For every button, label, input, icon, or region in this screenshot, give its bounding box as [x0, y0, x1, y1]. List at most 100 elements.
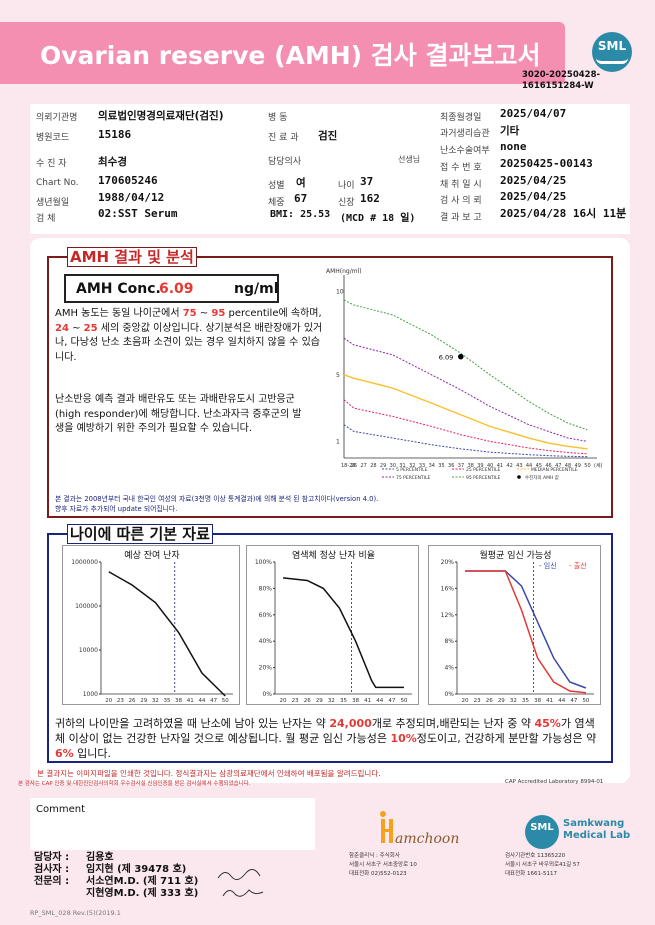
x-tick-label: 29	[498, 698, 505, 704]
y-tick-label: 1000	[83, 691, 98, 698]
x-tick-label: 23	[117, 698, 124, 704]
ovarian-response-text: 난소반응 예측 결과 배란유도 또는 과배란유도시 고반응군 (high res…	[55, 394, 302, 434]
age-basic-data-section: 나이에 따른 기본 자료	[47, 524, 613, 763]
x-tick-label: 32	[510, 698, 517, 704]
x-tick-label: 23	[292, 698, 299, 704]
x-tick-label: 20	[280, 698, 287, 704]
x-tick-label: 44	[198, 698, 205, 704]
dept-label: 진 료 과	[268, 133, 299, 143]
y-tick-label: 100000	[75, 603, 98, 610]
x-tick-label: 29	[380, 463, 386, 469]
x-tick-label: 38	[534, 698, 541, 704]
x-tick-label: 20	[105, 698, 112, 704]
x-tick-label: 28	[370, 463, 376, 469]
x-tick-label: 49	[575, 463, 581, 469]
x-tick-label: 44	[558, 698, 565, 704]
series-line	[465, 570, 587, 689]
chart-title: 월평균 임신 가능성	[480, 549, 552, 561]
x-tick-label: 29	[316, 698, 323, 704]
age-summary-text: 귀하의 나이만을 고려하였을 때 난소에 남아 있는 난자는 약 24,000개…	[55, 717, 597, 760]
amh-interpretation: AMH 농도는 동일 나이군에서 75 ~ 95 percentile에 속하며…	[55, 308, 323, 363]
patient-label: 수 진 자	[36, 159, 67, 169]
collect-value: 2025/04/25	[500, 174, 567, 187]
chart-label: Chart No.	[36, 178, 79, 188]
legend-birth: - 출산	[569, 561, 587, 570]
percentile-line-3	[343, 337, 588, 442]
institution-label: 의뢰기관명	[36, 113, 78, 123]
x-tick-label: 35	[340, 698, 347, 704]
x-tick-label: 45	[536, 463, 542, 469]
birth-label: 생년월일	[36, 198, 70, 208]
y-tick-label: 10	[336, 289, 344, 296]
req-label: 검 사 의 뢰	[440, 196, 482, 206]
weight-value: 67	[294, 192, 308, 205]
x-tick-label: 41	[364, 698, 371, 704]
x-tick-label: 38	[468, 463, 474, 469]
signer-row: 지현영M.D. (제 333 호)	[86, 888, 199, 899]
form-footer: RP_SML_028 Rev.(5)(2019.1	[30, 909, 121, 917]
x-tick-label: 40	[487, 463, 493, 469]
x-tick-label: 23	[474, 698, 481, 704]
x-tick-label: 29	[140, 698, 147, 704]
legend-label: 5 PERCENTILE	[396, 467, 428, 473]
patient-amh-point	[457, 353, 464, 360]
x-tick-label: 35	[438, 463, 444, 469]
y-tick-label: 1000000	[71, 559, 98, 566]
birth-value: 1988/04/12	[98, 191, 165, 204]
x-tick-label: 36	[448, 463, 454, 469]
doctor-label: 담당의사	[268, 157, 302, 167]
hamchoon-logo: amchoon	[380, 811, 459, 847]
report-value: 2025/04/28 16시 11분	[500, 207, 627, 220]
chart-title: 염색체 정상 난자 비율	[292, 550, 375, 561]
x-tick-label: 41	[497, 463, 503, 469]
document-number: 3020-20250428-1616151284-W	[522, 70, 601, 91]
patient-value: 최수경	[98, 156, 127, 168]
surg-value: none	[500, 140, 527, 153]
x-tick-label: 44	[376, 698, 383, 704]
x-tick-label: 26	[351, 463, 357, 469]
percentile-line-1	[343, 399, 588, 455]
specimen-label: 검 체	[36, 214, 56, 224]
cap-accredited: CAP Accredited Laboratory 8994-01	[505, 779, 604, 785]
height-value: 162	[360, 192, 380, 205]
recno-label: 접 수 번 호	[440, 163, 482, 173]
doctor-suffix: 선생님	[398, 155, 421, 164]
legend-label: 25 PERCENTILE	[466, 467, 501, 473]
samkwang-info: 검사기관번호 11365220 서울시 서초구 바우뫼로41길 57 대표전화 16…	[505, 853, 580, 877]
x-tick-label: 30	[390, 463, 396, 469]
chart-title: 예상 잔여 난자	[124, 549, 180, 561]
x-tick-label: 27	[360, 463, 366, 469]
x-tick-label: 50	[400, 698, 407, 704]
legend-label: MEDIAN PERCENTILE	[531, 467, 578, 473]
req-value: 2025/04/25	[500, 190, 567, 203]
code-label: 병원코드	[36, 133, 70, 143]
x-tick-label: 42	[506, 463, 512, 469]
patient-amh-label: 6.09	[439, 354, 453, 362]
institution-value: 의료법인명경의료재단(검진)	[98, 110, 224, 122]
normal-eggs-ratio-chart: 염색체 정상 난자 비율 0% 20% 40% 60% 80% 100% 20 23 26 29 32…	[246, 545, 419, 705]
lmp-label: 최종월경일	[440, 113, 482, 123]
amh-conc-box: AMH Conc. 6.09 ng/ml	[64, 274, 279, 303]
x-tick-label: (세)	[594, 462, 602, 469]
y-tick-label: 4%	[444, 665, 454, 672]
x-tick-label: 48	[565, 463, 571, 469]
percentile-line-0	[343, 424, 588, 458]
report-title: Ovarian reserve (AMH) 검사 결과보고서	[40, 41, 541, 70]
y-tick-label: 20%	[441, 559, 455, 566]
signature-image	[217, 869, 264, 897]
x-tick-label: 50	[222, 698, 229, 704]
sex-label: 성별	[268, 181, 285, 191]
x-tick-label: 32	[152, 698, 159, 704]
reference-note-2: 향후 자료가 추가되어 update 되어집니다.	[55, 505, 178, 513]
y-tick-label: 100%	[255, 559, 272, 566]
y-tick-label: 1	[336, 438, 340, 445]
report-header: Ovarian reserve (AMH) 검사 결과보고서	[0, 22, 565, 84]
ward-label: 병 동	[268, 113, 288, 123]
sex-value: 여	[296, 177, 306, 189]
signer-row: 전문의 : 서소연M.D. (제 711 호)	[34, 876, 199, 887]
code-value: 15186	[98, 128, 132, 141]
x-tick-label: 26	[304, 698, 311, 704]
x-tick-label: 41	[187, 698, 194, 704]
sml-logo-bottom: SML	[525, 815, 559, 849]
